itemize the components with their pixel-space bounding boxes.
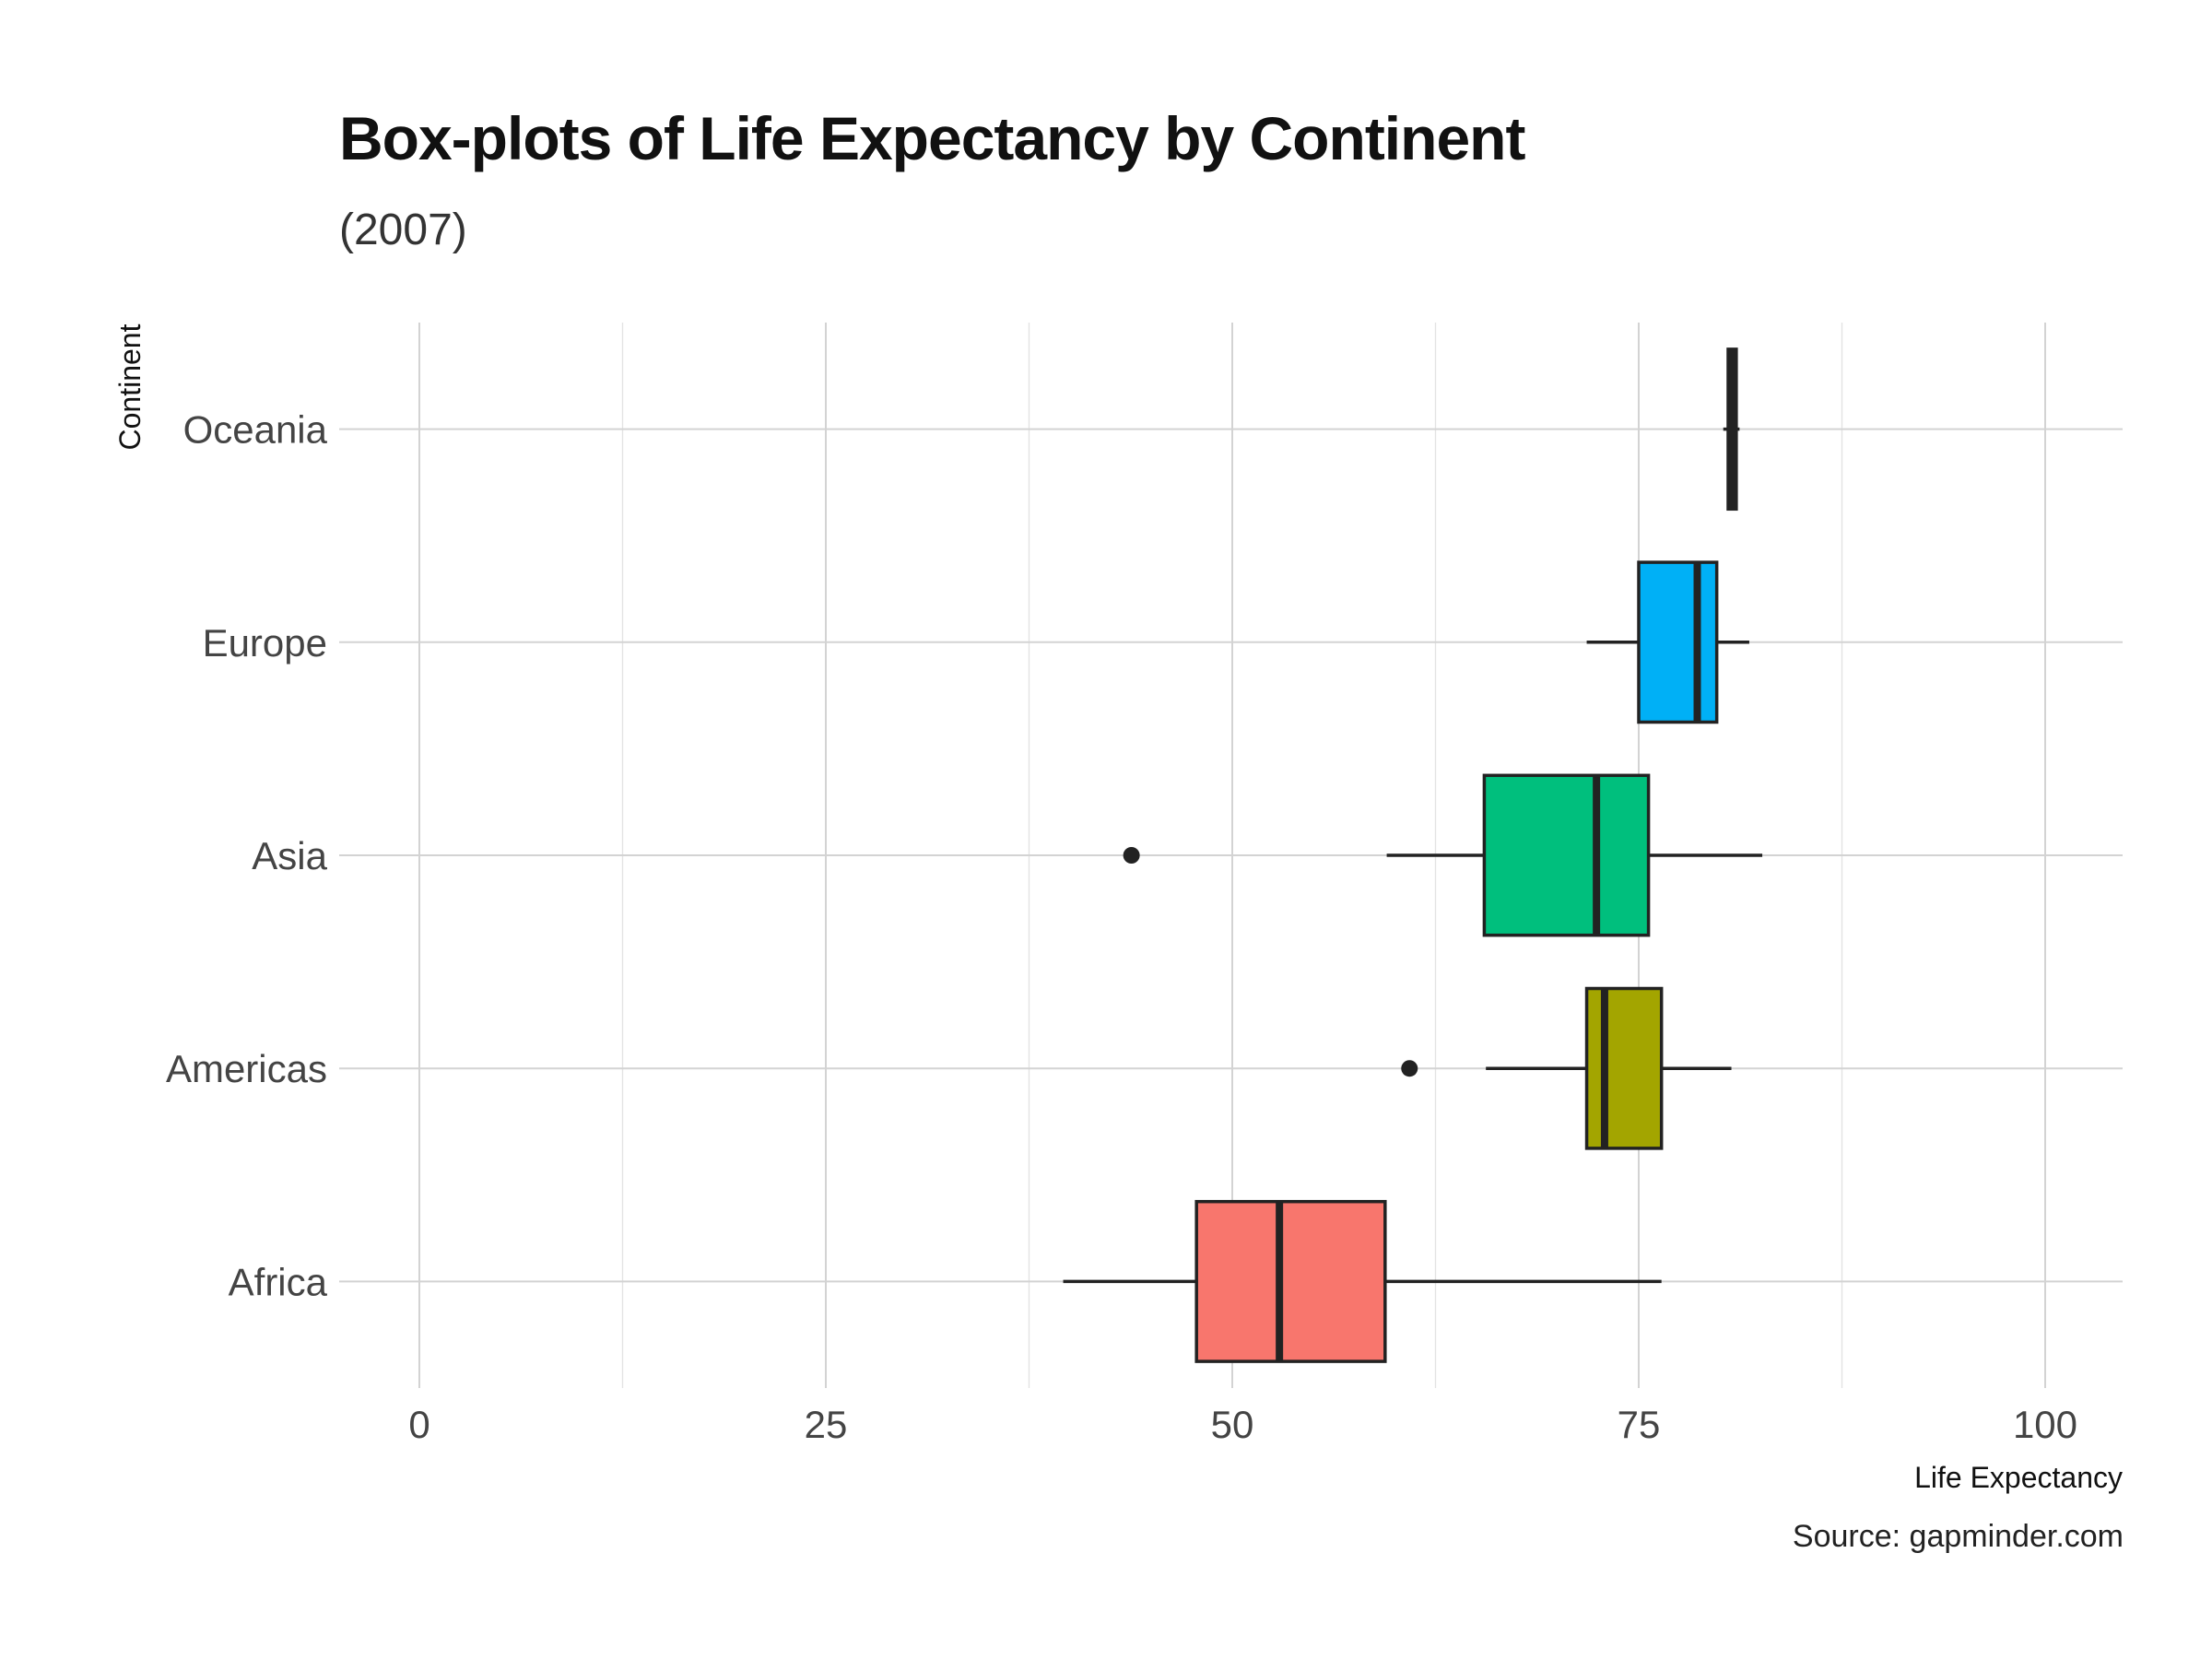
x-tick-label: 100 — [2013, 1403, 2077, 1446]
box-iqr — [1482, 773, 1651, 937]
outlier-point — [1123, 847, 1140, 864]
y-tick-label: Oceania — [183, 408, 328, 452]
box-africa — [1063, 1199, 1662, 1363]
chart-caption: Source: gapminder.com — [1792, 1519, 2124, 1554]
box-oceania — [1723, 347, 1740, 512]
outlier-point — [1401, 1060, 1418, 1077]
y-tick-label: Europe — [203, 621, 327, 665]
box-europe — [1586, 560, 1749, 724]
y-tick-label: Asia — [252, 834, 327, 877]
x-axis-title: Life Expectancy — [1914, 1461, 2123, 1494]
x-tick-label: 50 — [1211, 1403, 1254, 1446]
x-tick-label: 25 — [805, 1403, 848, 1446]
chart-subtitle: (2007) — [339, 206, 467, 254]
y-axis-title: Continent — [113, 324, 147, 450]
x-tick-label: 75 — [1618, 1403, 1661, 1446]
box-americas — [1401, 986, 1732, 1150]
box-asia — [1123, 773, 1763, 937]
boxes-layer — [1063, 347, 1763, 1363]
box-iqr — [1584, 986, 1664, 1150]
x-tick-label: 0 — [408, 1403, 429, 1446]
tick-labels: 0 25 50 75 100 Africa Americas Asia Europe Oceani… — [166, 408, 2077, 1446]
box-iqr — [1637, 560, 1719, 724]
y-tick-label: Americas — [166, 1047, 327, 1090]
y-tick-label: Africa — [229, 1260, 328, 1303]
chart-title: Box-plots of Life Expectancy by Continen… — [339, 104, 1525, 172]
box-iqr — [1194, 1199, 1387, 1363]
